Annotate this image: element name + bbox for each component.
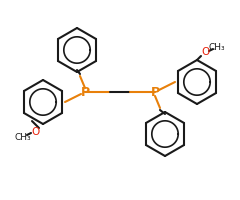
Text: CH₃: CH₃	[209, 43, 225, 51]
Text: O: O	[31, 127, 39, 137]
Text: O: O	[201, 47, 209, 57]
Text: P: P	[80, 86, 90, 98]
Text: P: P	[150, 86, 160, 98]
Text: CH₃: CH₃	[15, 132, 31, 142]
